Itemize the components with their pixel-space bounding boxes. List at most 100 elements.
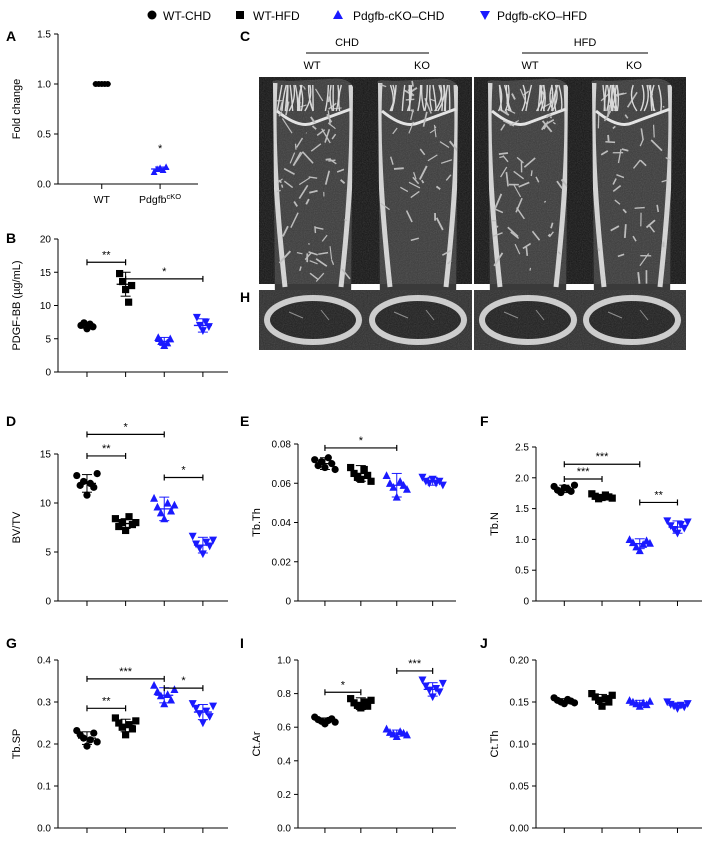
data-point — [128, 281, 136, 290]
data-point — [73, 471, 81, 480]
data-point — [382, 471, 391, 479]
data-point — [605, 698, 613, 706]
micro-ct-image — [259, 77, 367, 305]
y-tick-label: 0.3 — [37, 698, 51, 709]
panel-label-f: F — [480, 413, 489, 429]
panel-label-c: C — [240, 28, 250, 44]
y-tick-label: 0 — [285, 597, 291, 608]
data-point — [331, 718, 339, 726]
panel-label-i: I — [240, 635, 244, 651]
significance-label: *** — [408, 658, 422, 670]
data-point — [115, 522, 123, 531]
y-tick-label: 0.20 — [510, 656, 530, 667]
y-tick-label: 1.5 — [515, 504, 529, 515]
y-tick-label: 1.0 — [515, 535, 529, 546]
y-tick-label: 5 — [45, 548, 51, 559]
plot-a: 0.0 0.5 1.0 1.5 Fold change WT PdgfbcKO * — [11, 30, 198, 206]
significance-label: * — [162, 266, 167, 278]
x-tick-label: WT — [94, 194, 111, 206]
y-axis-label: Fold change — [11, 79, 23, 140]
legend-label: Pdgfb-cKO–CHD — [353, 9, 445, 23]
y-tick-label: 0.04 — [272, 518, 292, 529]
scatter-plots: 0.0 0.5 1.0 1.5 Fold change WT PdgfbcKO * 0 5 10 15… — [11, 30, 702, 835]
data-point — [153, 687, 162, 696]
plot-i: 0.00.20.40.60.81.0Ct.Ar**** — [251, 656, 456, 835]
data-point — [364, 702, 372, 710]
data-point — [680, 524, 689, 533]
micro-ct-image — [474, 77, 582, 305]
legend: WT-CHD WT-HFD Pdgfb-cKO–CHD Pdgfb-cKO–HF… — [147, 9, 587, 23]
data-point — [402, 730, 411, 739]
y-tick-label: 0.5 — [515, 566, 529, 577]
data-point — [150, 493, 159, 502]
group-label-chd: CHD — [335, 37, 359, 49]
y-tick-label: 0 — [45, 597, 51, 608]
ct-noise — [474, 77, 582, 284]
data-point — [86, 736, 94, 744]
y-tick-label: 0.02 — [272, 557, 292, 568]
data-point — [418, 676, 427, 685]
data-point — [595, 696, 603, 704]
significance-label: * — [181, 465, 186, 477]
legend-item-cko-chd: Pdgfb-cKO–CHD — [333, 9, 445, 23]
significance-label: * — [341, 679, 346, 691]
data-point — [201, 318, 210, 327]
data-point — [122, 731, 130, 739]
data-point — [673, 705, 682, 713]
x-tick-label: PdgfbcKO — [139, 192, 181, 206]
legend-label: Pdgfb-cKO–HFD — [497, 9, 587, 23]
y-tick-label: 0.6 — [277, 723, 291, 734]
significance-label: *** — [119, 666, 133, 678]
data-point — [567, 487, 575, 495]
ct-noise — [259, 290, 367, 350]
data-point — [347, 463, 355, 472]
y-axis-label: Ct.Ar — [251, 731, 263, 756]
data-point — [132, 519, 140, 527]
data-point — [160, 699, 169, 708]
y-tick-label: 20 — [40, 235, 52, 246]
data-point — [367, 696, 375, 704]
data-point — [570, 699, 579, 707]
data-point — [205, 542, 214, 551]
y-tick-label: 5 — [45, 334, 51, 345]
legend-item-wt-chd: WT-CHD — [147, 9, 211, 23]
significance-label: * — [359, 435, 364, 447]
micro-ct-header: CHD HFD WT KO WT KO — [303, 37, 648, 72]
y-tick-label: 0.0 — [37, 824, 51, 835]
data-point — [598, 702, 606, 710]
y-tick-label: 0 — [523, 597, 529, 608]
data-point — [425, 686, 434, 695]
y-tick-label: 10 — [40, 499, 52, 510]
data-point — [163, 690, 172, 699]
panel-label-e: E — [240, 413, 249, 429]
y-tick-label: 15 — [40, 268, 52, 279]
data-point — [438, 481, 447, 490]
panel-label-b: B — [6, 230, 16, 246]
y-tick-label: 0.0 — [277, 824, 291, 835]
group-label-hfd: HFD — [574, 37, 597, 49]
data-point — [111, 515, 120, 523]
data-point — [360, 698, 368, 706]
data-point — [396, 477, 405, 485]
significance-label: ** — [102, 249, 111, 261]
data-point — [663, 698, 672, 707]
data-point — [163, 338, 172, 347]
data-point — [645, 538, 654, 547]
y-axis-label: PDGF-BB (µg/mL) — [11, 260, 23, 350]
data-point — [93, 738, 101, 746]
data-point — [83, 491, 91, 499]
data-point — [90, 483, 98, 491]
data-point — [195, 710, 204, 718]
data-point — [118, 723, 126, 731]
plot-e: 0 0.02 0.04 0.06 0.08 Tb.Th * — [251, 435, 456, 608]
data-point — [118, 519, 126, 527]
data-point — [663, 517, 672, 526]
plot-j: 0.00 0.05 0.10 0.15 0.20 Ct.Th — [489, 656, 702, 835]
data-point — [367, 477, 375, 485]
ct-noise — [578, 77, 686, 284]
data-point — [167, 695, 176, 704]
data-point — [119, 277, 127, 286]
y-tick-label: 1.5 — [37, 30, 51, 41]
